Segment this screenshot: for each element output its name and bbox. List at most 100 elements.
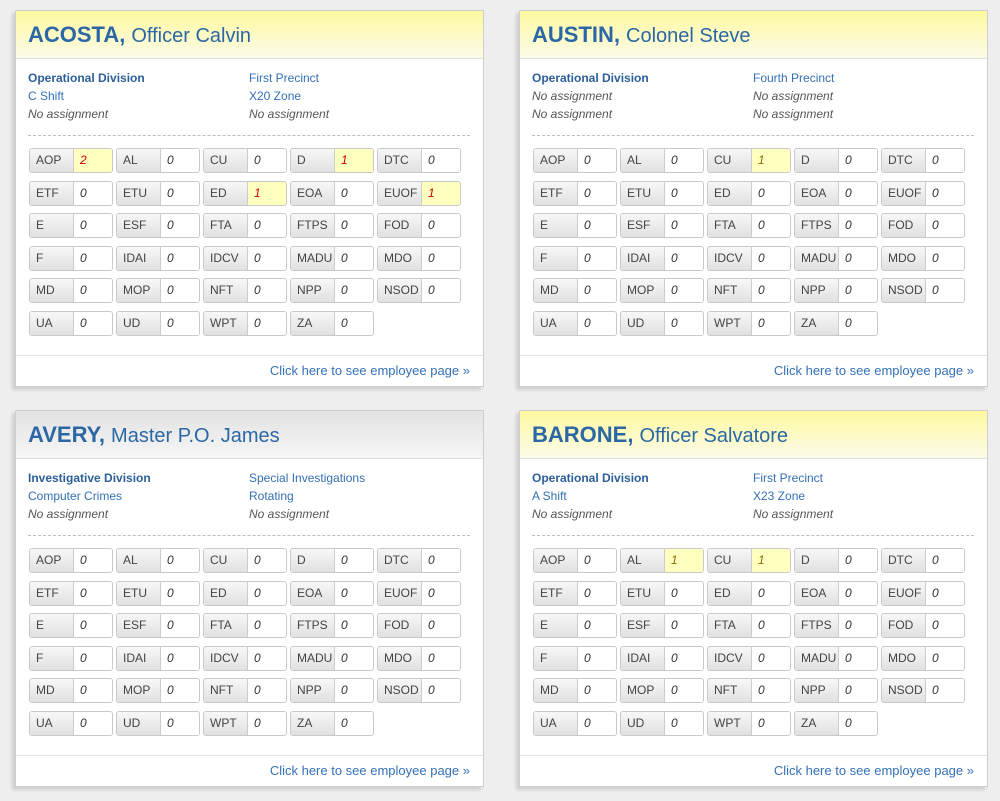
count-box-npp: NPP 0 [290,678,374,704]
officer-rank-first-name: Officer Calvin [131,25,252,47]
assignment-link[interactable]: Operational Division [532,71,649,85]
count-code-label: UA [30,311,74,335]
assignment-link[interactable]: Investigative Division [28,471,151,485]
count-value: 0 [335,214,373,238]
card-body: Investigative Division Special Investigat… [16,459,483,755]
count-value: 0 [248,581,286,605]
count-box-fod: FOD 0 [377,613,461,639]
count-code-label: ETU [621,181,665,205]
count-box-aop: AOP 0 [533,148,617,173]
count-code-label: ED [708,581,752,605]
count-code-label: ETF [534,181,578,205]
employee-page-link[interactable]: Click here to see employee page » [269,363,470,378]
count-value: 0 [665,614,703,638]
count-code-label: NSOD [378,679,422,703]
count-value: 0 [248,711,286,735]
count-value: 0 [926,279,964,303]
assignment-info-row: No assignment No assignment [28,105,470,123]
count-box-md: MD 0 [533,278,617,304]
count-box-aop: AOP 0 [29,548,113,573]
assignment-link[interactable]: First Precinct [249,71,320,85]
assignment-link[interactable]: First Precinct [753,471,824,485]
count-value: 0 [248,311,286,335]
count-box-madu: MADU 0 [290,245,374,271]
count-code-label: F [30,246,74,270]
assignment-link[interactable]: X23 Zone [753,489,806,503]
count-value: 0 [839,581,877,605]
count-value: 0 [665,149,703,172]
assignment-link[interactable]: Computer Crimes [28,489,123,503]
officer-card: BARONE, Officer Salvatore Operational Divi… [519,410,988,787]
assignment-link[interactable]: C Shift [28,89,65,103]
count-box-idcv: IDCV 0 [707,245,791,271]
count-value: 0 [665,581,703,605]
count-value: 0 [926,181,964,205]
count-code-label: WPT [708,711,752,735]
count-box-wpt: WPT 0 [203,710,287,736]
count-code-label: MADU [795,246,839,270]
count-box-idai: IDAI 0 [620,245,704,271]
count-value: 0 [248,679,286,703]
count-value: 0 [578,311,616,335]
count-box-npp: NPP 0 [290,278,374,304]
count-value: 0 [752,679,790,703]
count-box-ud: UD 0 [620,310,704,336]
employee-page-link[interactable]: Click here to see employee page » [269,763,470,778]
count-code-label: MDO [378,646,422,670]
count-code-label: UD [621,711,665,735]
count-value: 0 [839,279,877,303]
assignment-link[interactable]: Operational Division [532,471,649,485]
count-box-za: ZA 0 [794,710,878,736]
employee-page-link[interactable]: Click here to see employee page » [773,763,974,778]
count-code-label: FOD [378,614,422,638]
assignment-info-row: C Shift X20 Zone [28,87,470,105]
assignment-link[interactable]: X20 Zone [249,89,302,103]
assignment-link[interactable]: Fourth Precinct [753,71,835,85]
count-box-cu: CU 1 [707,148,791,173]
count-box-mop: MOP 0 [116,278,200,304]
officer-card: AVERY, Master P.O. James Investigative Div… [15,410,484,787]
count-box-za: ZA 0 [290,310,374,336]
count-code-label: EOA [291,181,335,205]
card-body: Operational Division Fourth Precinct No as… [520,59,987,355]
count-code-label: MDO [882,646,926,670]
count-value: 0 [422,214,460,238]
count-value: 0 [926,149,964,172]
count-value: 0 [752,311,790,335]
count-value: 0 [422,646,460,670]
count-value: 0 [74,711,112,735]
assignment-link[interactable]: A Shift [532,489,567,503]
assignment-info-row: A Shift X23 Zone [532,487,974,505]
count-value: 0 [161,181,199,205]
count-value: 0 [578,246,616,270]
assignment-link[interactable]: Rotating [249,489,294,503]
count-code-label: MDO [882,246,926,270]
assignment-link[interactable]: Special Investigations [249,471,366,485]
count-value: 0 [578,214,616,238]
no-assignment-text: No assignment [532,89,613,103]
count-code-label: ZA [291,311,335,335]
count-code-label: ED [204,181,248,205]
count-value: 1 [422,181,460,205]
count-box-mdo: MDO 0 [377,645,461,671]
count-box-ed: ED 0 [707,580,791,606]
count-value: 0 [161,311,199,335]
officer-card: AUSTIN, Colonel Steve Operational Division… [519,10,988,387]
count-value: 0 [926,646,964,670]
count-value: 0 [74,614,112,638]
employee-page-link[interactable]: Click here to see employee page » [773,363,974,378]
count-box-ua: UA 0 [533,310,617,336]
officer-last-name: AUSTIN, [532,22,620,47]
count-code-label: WPT [204,311,248,335]
no-assignment-text: No assignment [753,107,834,121]
count-value: 0 [665,214,703,238]
count-value: 0 [578,614,616,638]
count-value: 0 [665,679,703,703]
count-code-label: ESF [621,214,665,238]
assignment-link[interactable]: Operational Division [28,71,145,85]
count-code-label: MOP [117,279,161,303]
count-code-label: AOP [30,549,74,572]
count-code-label: AOP [534,549,578,572]
